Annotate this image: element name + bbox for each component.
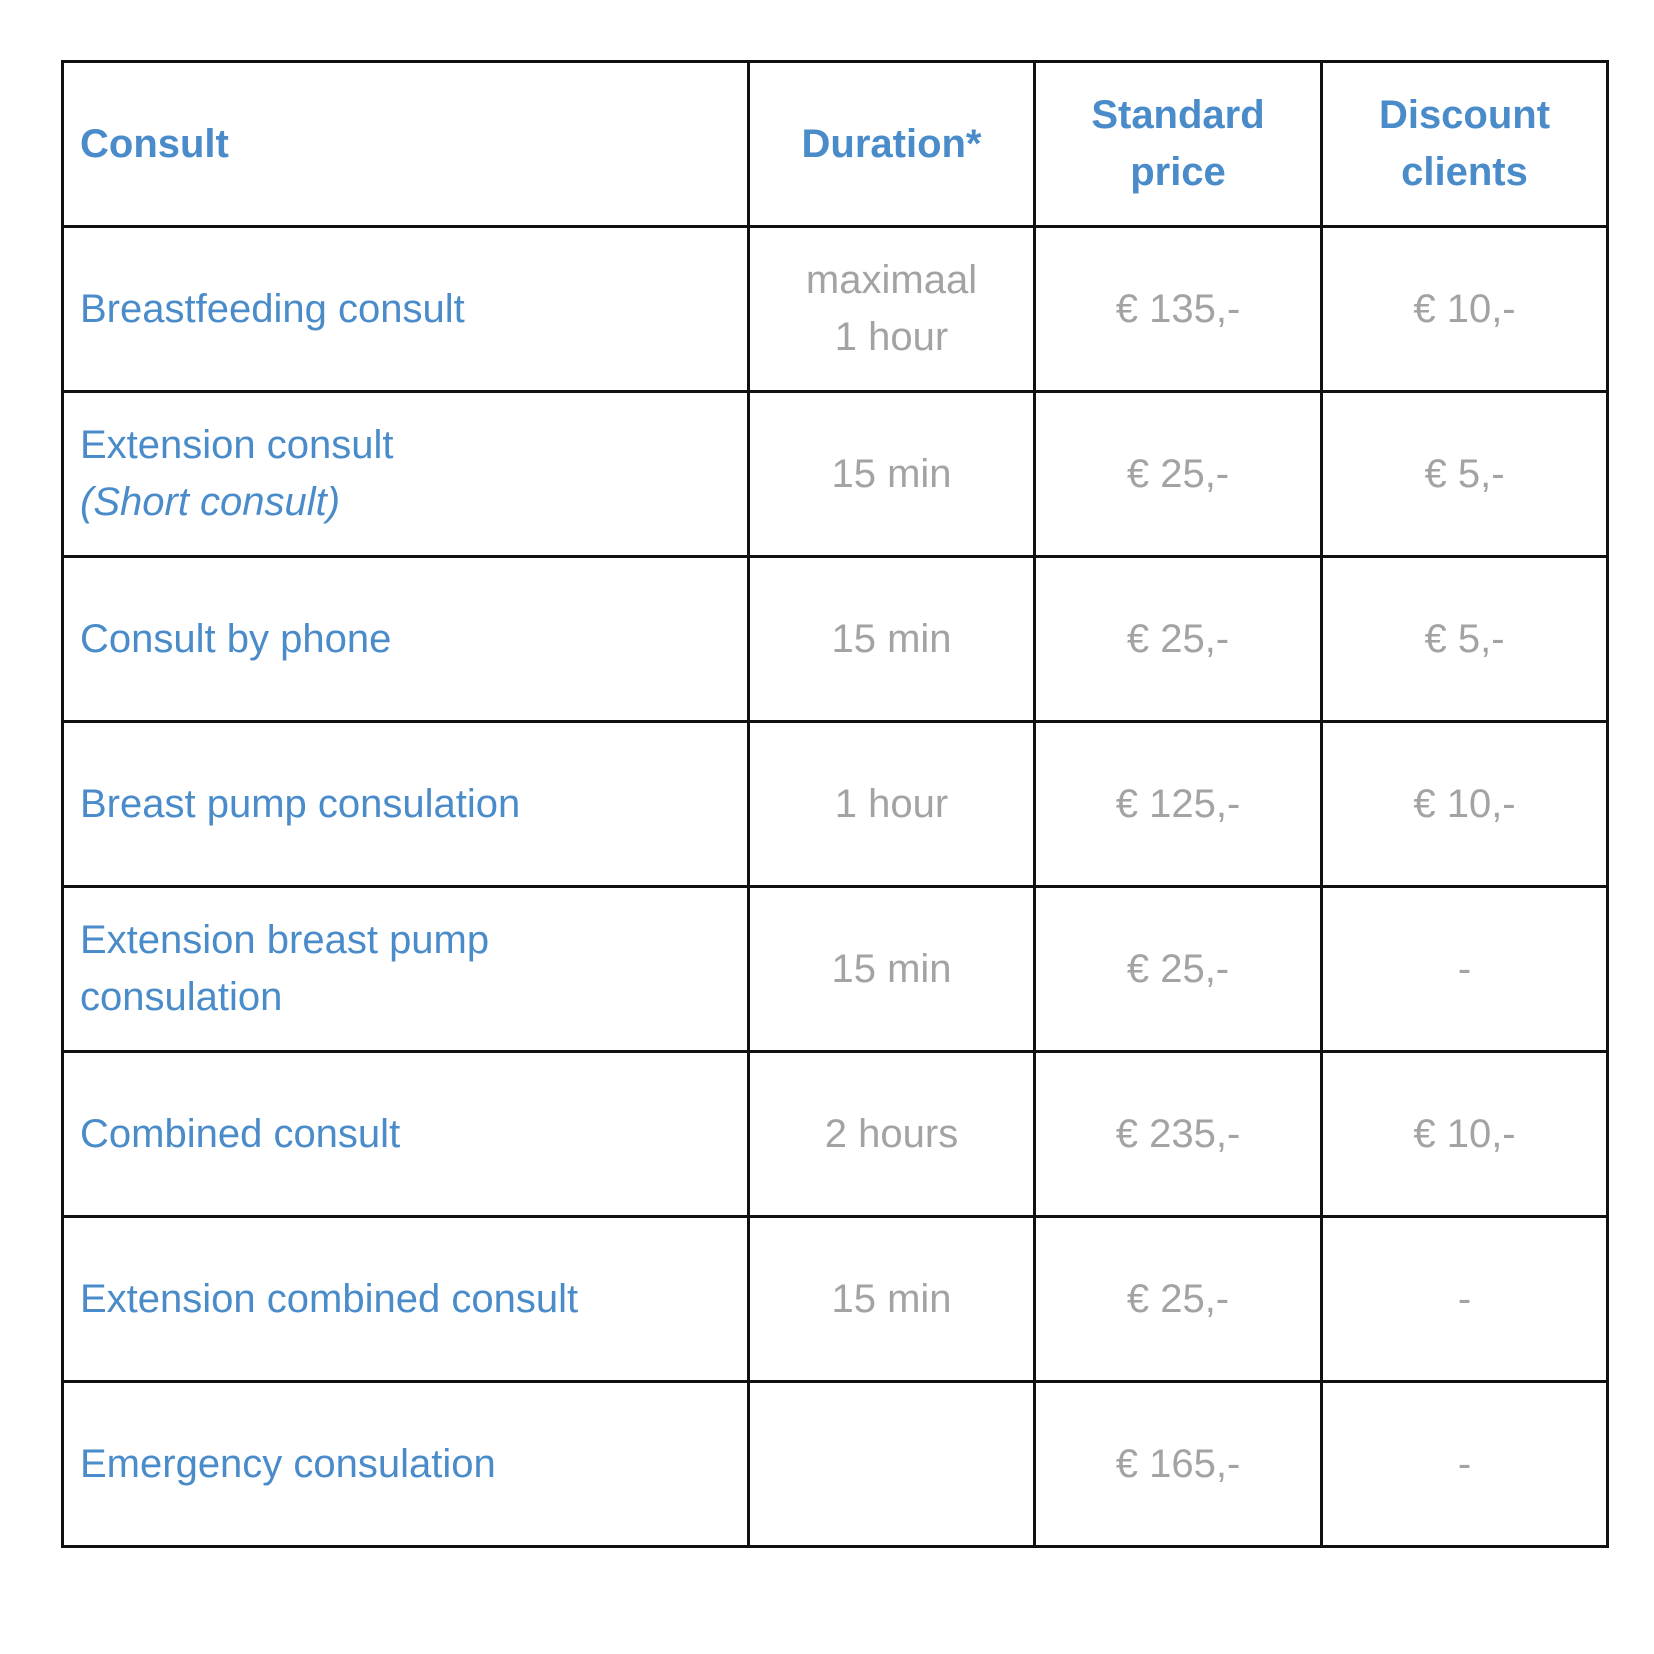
consult-name: Extension breast pump consulation [80, 918, 490, 1019]
standard-price-cell: € 25,- [1033, 1215, 1323, 1383]
consult-cell: Extension consult (Short consult) [61, 390, 750, 558]
discount-cell: € 5,- [1320, 555, 1609, 723]
table-row: Breast pump consulation 1 hour € 125,- €… [61, 720, 1609, 888]
standard-price-cell: € 25,- [1033, 390, 1323, 558]
consult-cell: Combined consult [61, 1050, 750, 1218]
table-row: Extension consult (Short consult) 15 min… [61, 390, 1609, 558]
consult-name: Breastfeeding consult [80, 286, 465, 331]
consult-cell: Breastfeeding consult [61, 225, 750, 393]
price-table: Consult Duration* Standard price Discoun… [61, 60, 1609, 1548]
consult-name: Emergency consulation [80, 1441, 496, 1486]
consult-name: Combined consult [80, 1111, 401, 1156]
duration-cell: 15 min [747, 885, 1036, 1053]
table-row: Breastfeeding consult maximaal 1 hour € … [61, 225, 1609, 393]
consult-cell: Breast pump consulation [61, 720, 750, 888]
consult-cell: Emergency consulation [61, 1380, 750, 1548]
header-consult: Consult [61, 60, 750, 228]
standard-price-cell: € 165,- [1033, 1380, 1323, 1548]
standard-price-cell: € 125,- [1033, 720, 1323, 888]
table-row: Combined consult 2 hours € 235,- € 10,- [61, 1050, 1609, 1218]
header-duration: Duration* [747, 60, 1036, 228]
table-header-row: Consult Duration* Standard price Discoun… [61, 60, 1609, 228]
table-row: Consult by phone 15 min € 25,- € 5,- [61, 555, 1609, 723]
duration-cell: 15 min [747, 390, 1036, 558]
header-standard-price: Standard price [1033, 60, 1323, 228]
standard-price-cell: € 235,- [1033, 1050, 1323, 1218]
duration-cell [747, 1380, 1036, 1548]
discount-cell: - [1320, 885, 1609, 1053]
consult-cell: Extension breast pump consulation [61, 885, 750, 1053]
standard-price-cell: € 135,- [1033, 225, 1323, 393]
standard-price-cell: € 25,- [1033, 555, 1323, 723]
consult-name: Extension combined consult [80, 1276, 579, 1321]
header-discount-clients: Discount clients [1320, 60, 1609, 228]
standard-price-cell: € 25,- [1033, 885, 1323, 1053]
discount-cell: € 10,- [1320, 1050, 1609, 1218]
consult-cell: Extension combined consult [61, 1215, 750, 1383]
discount-cell: € 10,- [1320, 720, 1609, 888]
discount-cell: - [1320, 1215, 1609, 1383]
duration-cell: 2 hours [747, 1050, 1036, 1218]
discount-cell: - [1320, 1380, 1609, 1548]
duration-cell: 1 hour [747, 720, 1036, 888]
table-row: Emergency consulation € 165,- - [61, 1380, 1609, 1548]
discount-cell: € 10,- [1320, 225, 1609, 393]
duration-cell: 15 min [747, 1215, 1036, 1383]
discount-cell: € 5,- [1320, 390, 1609, 558]
consult-note: (Short consult) [80, 480, 341, 524]
duration-cell: maximaal 1 hour [747, 225, 1036, 393]
duration-cell: 15 min [747, 555, 1036, 723]
consult-name: Consult by phone [80, 616, 392, 661]
consult-cell: Consult by phone [61, 555, 750, 723]
table-row: Extension breast pump consulation 15 min… [61, 885, 1609, 1053]
consult-name: Breast pump consulation [80, 781, 521, 826]
table-row: Extension combined consult 15 min € 25,-… [61, 1215, 1609, 1383]
consult-name: Extension consult [80, 423, 394, 467]
